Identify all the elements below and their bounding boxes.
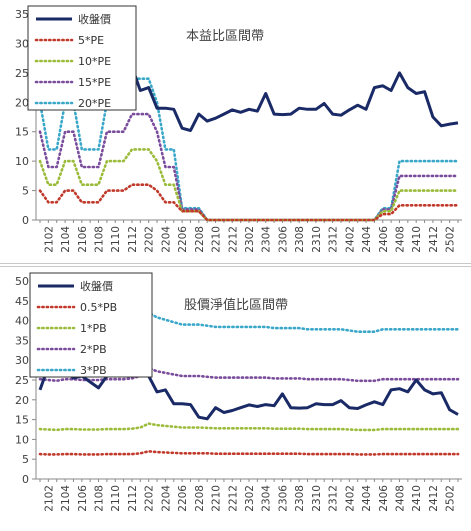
pe-legend-label-0: 收盤價 (78, 12, 111, 26)
pb-y-tick-label: 45 (15, 295, 29, 308)
pb-y-tick-label: 20 (15, 394, 29, 407)
pe-band-chart: 0 5 10 15 20 25 30 35 2102 2104 2106 2108 2110 2112 22… (15, 5, 462, 253)
pe-y-tick-label: 30 (15, 37, 29, 50)
pe-x-tick-label: 2408 (394, 226, 406, 253)
pb-x-tick-label: 2408 (394, 485, 406, 512)
pe-x-tick-label: 2412 (428, 226, 440, 253)
pb-band-chart-panel: 0 5 10 15 20 25 30 35 40 45 50 2102 2104 2106 2108 2110… (0, 266, 471, 531)
pb-x-tick-label: 2208 (194, 485, 206, 512)
pb-chart-legend: 收盤價 0.5*PB 1*PB 2*PB 3*PB (29, 272, 153, 378)
pb-x-tick-label: 2210 (211, 485, 223, 512)
pe-x-tick-label: 2204 (160, 226, 172, 253)
pb-legend-box (29, 272, 153, 378)
pb-x-tick-label: 2412 (428, 485, 440, 512)
pb-series-line-3 (38, 366, 460, 383)
pb-series-line-1 (38, 450, 460, 456)
pe-legend-label-4: 20*PE (78, 97, 111, 110)
pb-x-tick-label: 2106 (77, 485, 89, 512)
pb-x-tick-label: 2212 (227, 485, 239, 512)
pe-x-tick-label: 2410 (411, 226, 423, 253)
pb-band-chart: 0 5 10 15 20 25 30 35 40 45 50 2102 2104 2106 2108 2110… (15, 272, 462, 512)
pb-x-tick-label: 2502 (445, 485, 457, 512)
pe-x-tick-label: 2102 (43, 226, 55, 253)
pe-y-tick-label: 10 (15, 155, 29, 168)
pe-legend-label-2: 10*PE (78, 55, 111, 68)
pb-chart-title: 股價淨值比區間帶 (184, 297, 288, 313)
pb-x-tick-label: 2306 (277, 485, 289, 512)
pb-series-line-2 (38, 422, 460, 432)
pe-series-line-1 (38, 183, 460, 222)
pb-x-tick-label: 2410 (411, 485, 423, 512)
pe-chart-axes: 0 5 10 15 20 25 30 35 2102 2104 2106 2108 2110 2112 22… (15, 8, 462, 253)
pb-y-tick-label: 10 (15, 433, 29, 446)
pe-x-tick-label: 2306 (277, 226, 289, 253)
pb-x-tick-label: 2310 (311, 485, 323, 512)
pe-y-tick-label: 35 (15, 8, 29, 21)
pb-y-tick-label: 35 (15, 334, 29, 347)
pb-legend-label-2: 1*PB (80, 322, 107, 335)
pb-x-tick-label: 2112 (127, 485, 139, 512)
pb-y-tick-label: 40 (15, 315, 29, 328)
pe-x-tick-label: 2212 (227, 226, 239, 253)
pe-x-tick-label: 2310 (311, 226, 323, 253)
pe-x-tick-label: 2302 (244, 226, 256, 253)
pe-x-tick-label: 2402 (344, 226, 356, 253)
pe-x-tick-label: 2208 (194, 226, 206, 253)
pe-y-tick-label: 0 (22, 214, 29, 227)
pe-y-tick-label: 15 (15, 126, 29, 139)
pe-band-chart-panel: 0 5 10 15 20 25 30 35 2102 2104 2106 2108 2110 2112 22… (0, 0, 471, 264)
pe-x-tick-label: 2112 (127, 226, 139, 253)
pb-x-tick-label: 2206 (177, 485, 189, 512)
pb-y-tick-label: 25 (15, 374, 29, 387)
pe-x-tick-label: 2202 (144, 226, 156, 253)
pe-legend-label-3: 15*PE (78, 76, 111, 89)
pe-x-tick-label: 2304 (261, 226, 273, 253)
pb-x-tick-label: 2404 (361, 485, 373, 512)
pe-chart-legend: 收盤價 5*PE 10*PE 15*PE 20*PE (27, 5, 137, 111)
pb-y-tick-label: 30 (15, 354, 29, 367)
pb-x-tick-label: 2406 (378, 485, 390, 512)
pb-x-tick-label: 2202 (144, 485, 156, 512)
pb-x-tick-label: 2104 (60, 485, 72, 512)
pe-y-tick-label: 5 (22, 185, 29, 198)
pe-x-tick-label: 2210 (211, 226, 223, 253)
pe-x-tick-label: 2406 (378, 226, 390, 253)
pb-y-tick-label: 0 (22, 473, 29, 486)
pb-x-tick-label: 2110 (110, 485, 122, 512)
pb-y-tick-label: 5 (22, 453, 29, 466)
pb-y-tick-label: 15 (15, 414, 29, 427)
pb-legend-label-1: 0.5*PB (80, 301, 117, 314)
pe-series-line-3 (38, 112, 460, 222)
pe-y-tick-label: 25 (15, 67, 29, 80)
pe-x-tick-label: 2104 (60, 226, 72, 253)
pb-y-tick-label: 50 (15, 275, 29, 288)
pe-x-tick-label: 2106 (77, 226, 89, 253)
pb-x-tick-label: 2312 (328, 485, 340, 512)
pe-legend-label-1: 5*PE (78, 34, 104, 47)
pe-x-tick-label: 2110 (110, 226, 122, 253)
pb-x-tick-label: 2304 (261, 485, 273, 512)
pe-x-tick-label: 2502 (445, 226, 457, 253)
pb-x-tick-label: 2402 (344, 485, 356, 512)
pb-legend-label-4: 3*PB (80, 364, 107, 377)
pe-x-tick-label: 2108 (94, 226, 106, 253)
pe-y-tick-label: 20 (15, 96, 29, 109)
pe-legend-box (27, 5, 137, 111)
pe-x-tick-label: 2404 (361, 226, 373, 253)
pb-x-tick-label: 2204 (160, 485, 172, 512)
pb-x-tick-label: 2308 (294, 485, 306, 512)
pb-legend-label-0: 收盤價 (80, 279, 113, 293)
pb-x-tick-label: 2108 (94, 485, 106, 512)
pb-legend-label-3: 2*PB (80, 343, 107, 356)
pb-x-tick-label: 2302 (244, 485, 256, 512)
pe-x-tick-label: 2206 (177, 226, 189, 253)
pe-x-tick-label: 2312 (328, 226, 340, 253)
pe-chart-title: 本益比區間帶 (186, 29, 264, 44)
pb-chart-axes: 0 5 10 15 20 25 30 35 40 45 50 2102 2104 2106 2108 2110… (15, 275, 462, 512)
pe-x-tick-label: 2308 (294, 226, 306, 253)
pb-x-tick-label: 2102 (43, 485, 55, 512)
